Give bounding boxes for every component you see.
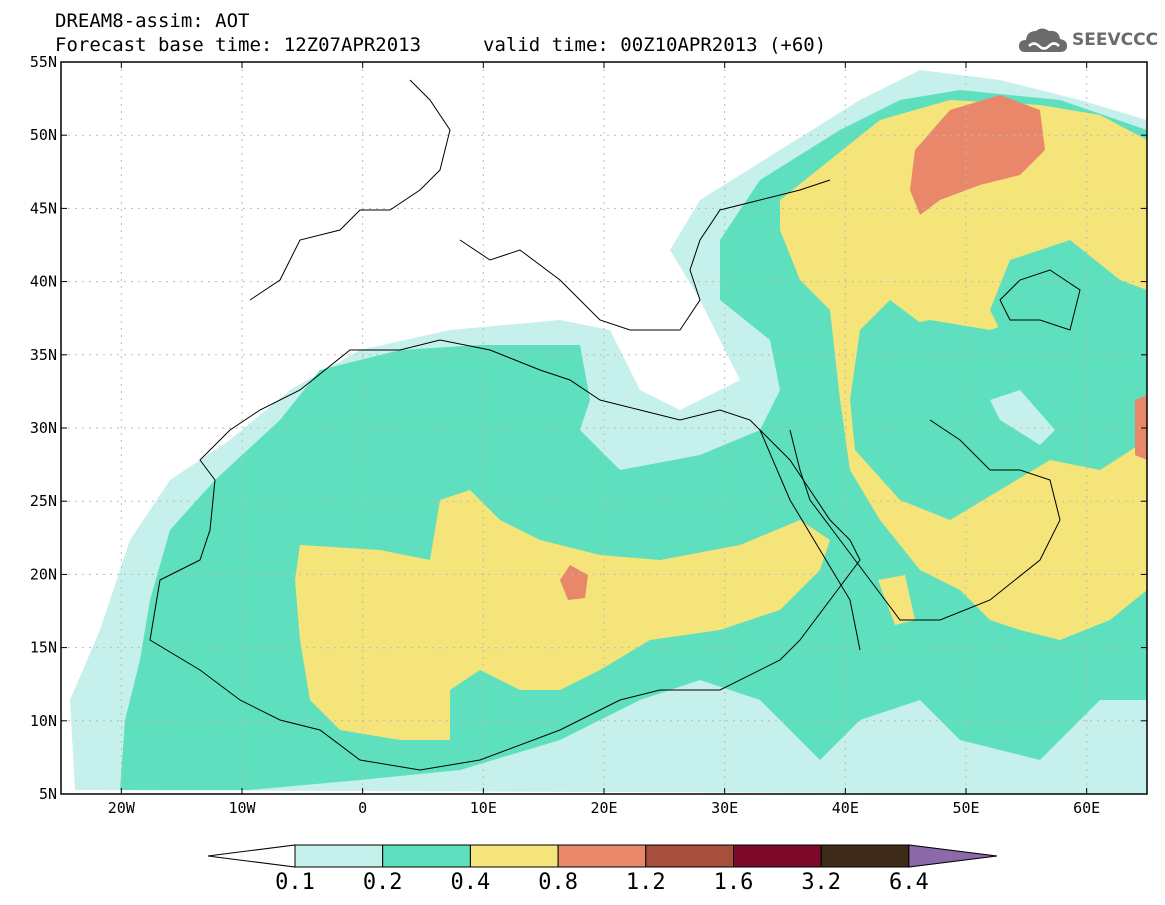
- aot-band-0.2-inner: [880, 310, 1120, 450]
- colorbar-over-arrow: [908, 844, 998, 868]
- aot-band-0.8: [910, 95, 1045, 215]
- map-title: DREAM8-assim: AOT: [55, 10, 250, 32]
- colorbar-under-arrow: [207, 844, 296, 868]
- valid-time: valid time: 00Z10APR2013 (+60): [483, 34, 827, 56]
- lat-label: 20N: [30, 565, 57, 583]
- lat-label: 35N: [30, 346, 57, 364]
- axis-ticks: [61, 61, 1147, 795]
- lat-label: 30N: [30, 419, 57, 437]
- colorbar-label: 3.2: [801, 870, 842, 895]
- colorbar-box: [469, 844, 559, 868]
- lat-label: 40N: [30, 273, 57, 291]
- lon-label: 30E: [711, 799, 738, 817]
- lon-label: 50E: [952, 799, 979, 817]
- aot-band-0.4: [295, 490, 830, 740]
- colorbar-box: [645, 844, 734, 868]
- aot-band-0.8: [560, 565, 588, 600]
- lat-label: 25N: [30, 492, 57, 510]
- colorbar-label: 6.4: [889, 870, 929, 895]
- colorbar-box: [557, 844, 647, 868]
- coastline-red-sea: [759, 429, 861, 651]
- coastline-caspian: [999, 269, 1081, 331]
- lat-label: 55N: [30, 53, 57, 71]
- forecast-base-time: Forecast base time: 12Z07APR2013: [55, 34, 422, 56]
- aot-band-0.4: [878, 575, 915, 625]
- lat-label: 5N: [39, 785, 57, 803]
- colorbar-box: [382, 844, 471, 868]
- colorbar-box: [294, 844, 384, 868]
- coastlines: [149, 79, 1081, 771]
- lon-label: 0: [358, 799, 367, 817]
- aot-band-0.4: [780, 100, 1147, 640]
- lon-label: 20E: [590, 799, 617, 817]
- cloud-icon: [1019, 28, 1067, 52]
- colorbar-label: 1.6: [713, 870, 754, 895]
- aot-band-0.1-inner: [990, 390, 1055, 445]
- lon-label: 60E: [1073, 799, 1100, 817]
- coastline-africa: [149, 339, 861, 771]
- lon-label: 20W: [108, 799, 136, 817]
- latitude-labels: 55N 50N 45N 40N 35N 30N 25N 20N 15N 10N 5N: [30, 53, 57, 803]
- graticule: [61, 62, 1147, 794]
- longitude-labels: 20W 10W 0 10E 20E 30E 40E 50E 60E: [108, 799, 1100, 817]
- coastline-arabia: [789, 419, 1061, 621]
- logo-text: SEEVCCC: [1072, 30, 1159, 50]
- colorbar-label: 0.4: [450, 870, 491, 895]
- colorbar-box: [733, 844, 822, 868]
- lat-label: 15N: [30, 639, 57, 657]
- lat-label: 45N: [30, 199, 57, 217]
- coastline-europe: [249, 79, 831, 331]
- lat-label: 10N: [30, 712, 57, 730]
- colorbar-label: 0.8: [538, 870, 578, 895]
- colorbar-label: 1.2: [625, 870, 666, 895]
- lon-label: 10E: [470, 799, 497, 817]
- lon-label: 40E: [832, 799, 859, 817]
- lon-label: 10W: [228, 799, 256, 817]
- colorbar-label: 0.1: [275, 870, 315, 895]
- lat-label: 50N: [30, 126, 57, 144]
- seevccc-logo: SEEVCCC: [1017, 22, 1159, 58]
- colorbar-box: [820, 844, 910, 868]
- colorbar-label: 0.2: [362, 870, 403, 895]
